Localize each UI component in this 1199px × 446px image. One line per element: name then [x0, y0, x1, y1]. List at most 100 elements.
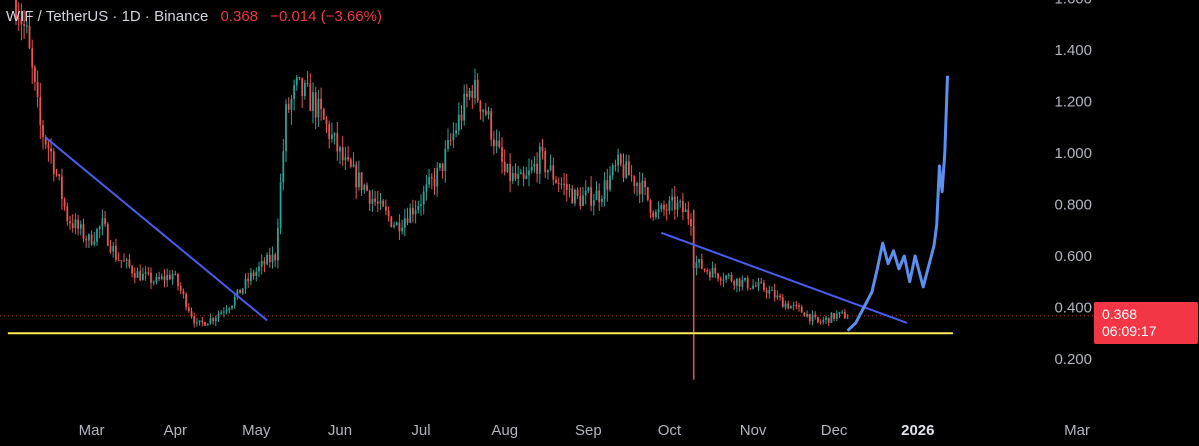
candle-body [808, 313, 811, 322]
candle-body [104, 218, 106, 225]
candle-body [547, 170, 549, 173]
candle-body [846, 317, 849, 319]
candle-body [533, 163, 536, 167]
candle-body [352, 164, 355, 167]
candle-body [501, 146, 503, 162]
candle-body [749, 288, 752, 290]
candle-body [468, 90, 471, 97]
candle-body [171, 274, 174, 280]
candle-body [163, 276, 166, 281]
candle-body [96, 229, 98, 242]
candle-body [395, 222, 398, 226]
candle-body [625, 161, 628, 178]
candle-body [460, 114, 463, 121]
candle-body [441, 163, 444, 171]
candle-body [790, 305, 792, 309]
candle-body [601, 198, 603, 203]
price-axis[interactable]: 1.600 1.400 1.200 1.000 0.800 0.600 0.400 0.200 [1054, 0, 1092, 368]
candle-body [525, 175, 528, 179]
candle-body [306, 83, 309, 85]
candle-body [425, 184, 428, 192]
candle-body [563, 183, 565, 185]
time-tick-label: Oct [658, 422, 682, 439]
candle-body [34, 67, 36, 82]
candle-body [174, 274, 177, 276]
candle-body [641, 180, 644, 195]
candle-body [287, 103, 290, 110]
candle-body [452, 133, 455, 141]
candle-body [204, 322, 206, 326]
candle-body [190, 311, 193, 317]
candle-body [538, 146, 541, 174]
candle-body [517, 174, 520, 179]
candle-body [449, 139, 452, 141]
candle-body [117, 259, 120, 261]
candle-body [490, 111, 493, 140]
candle-body [220, 312, 223, 315]
candle-body [646, 187, 649, 201]
candle-body [271, 254, 274, 263]
last-price-tag: 0.368 06:09:17 [1094, 302, 1198, 344]
candle-body [50, 148, 52, 152]
candle-body [668, 200, 671, 211]
candle-body [817, 317, 819, 322]
candle-body [295, 76, 298, 86]
candle-body [150, 272, 152, 283]
candle-body [498, 140, 501, 147]
candle-body [131, 266, 133, 274]
symbol-title: WIF / TetherUS · 1D · Binance [6, 8, 209, 25]
candle-body [39, 96, 42, 126]
candle-body [93, 241, 96, 245]
candle-body [36, 81, 39, 97]
candle-body [690, 219, 692, 227]
candle-body [660, 204, 663, 210]
candle-body [266, 255, 268, 265]
candle-body [463, 93, 466, 121]
candle-body [482, 110, 484, 112]
candle-body [417, 205, 420, 211]
candle-body [806, 313, 808, 317]
candle-body [522, 172, 525, 179]
candle-body [258, 266, 260, 272]
candle-body [312, 92, 314, 111]
time-axis[interactable]: Mar Apr May Jun Jul Aug Sep Oct Nov Dec 2026 Mar [79, 422, 1090, 439]
candle-body [430, 177, 433, 179]
candle-body [663, 204, 665, 210]
candle-body [511, 173, 514, 181]
candle-body [447, 139, 449, 149]
candle-body [649, 200, 652, 213]
candle-body [309, 83, 312, 111]
candle-body [385, 206, 387, 211]
candle-body [474, 79, 476, 98]
candle-body [541, 146, 544, 152]
candle-body [420, 204, 422, 206]
candle-body [760, 282, 763, 284]
candle-body [125, 259, 128, 261]
candle-body [401, 227, 403, 232]
candle-body [79, 224, 82, 229]
candle-body [700, 259, 703, 269]
candle-body [123, 260, 125, 262]
price-tick-label: 0.600 [1054, 248, 1092, 265]
candle-body [201, 320, 204, 323]
candle-body [638, 183, 641, 195]
candle-body [628, 161, 630, 176]
candle-body [331, 134, 333, 140]
candle-body [706, 270, 709, 272]
candle-body [584, 190, 587, 196]
candle-body [841, 312, 844, 314]
candle-body [177, 274, 179, 286]
candle-body [341, 147, 344, 161]
candle-body [738, 278, 741, 287]
candle-body [549, 165, 552, 171]
candle-body [727, 275, 730, 277]
candle-body [520, 172, 522, 175]
candle-body [530, 166, 533, 171]
candle-body [733, 280, 736, 286]
candle-body [301, 77, 304, 97]
candle-body [633, 176, 636, 186]
candle-body [711, 267, 714, 278]
candle-body [717, 273, 719, 279]
candle-body [393, 225, 395, 227]
